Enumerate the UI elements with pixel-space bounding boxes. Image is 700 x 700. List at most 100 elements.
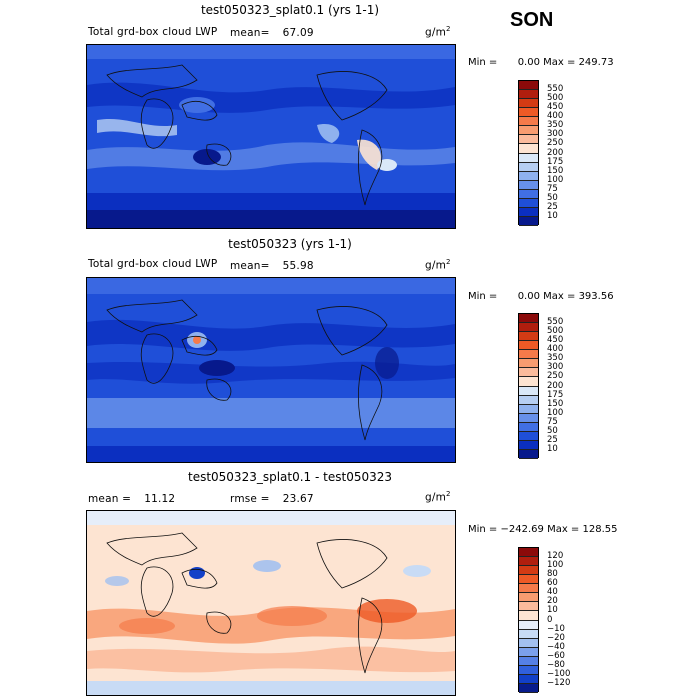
colorbar-tick-label: 120: [547, 551, 564, 562]
panel1-mean-label: mean=: [230, 27, 270, 39]
colorbar-swatch: [519, 620, 538, 630]
colorbar-tick-label: 10: [547, 443, 558, 454]
colorbar-swatch: [519, 404, 538, 414]
colorbar-swatch: [519, 377, 538, 387]
panel1-mean-value: 67.09: [282, 27, 314, 39]
panel1-units: g/m2: [425, 25, 451, 39]
colorbar-swatch: [519, 665, 538, 675]
colorbar-tick-label: 150: [547, 165, 564, 176]
panel2-mean: mean= 55.98: [230, 260, 314, 272]
colorbar-tick-label: −20: [547, 632, 565, 643]
colorbar-tick-label: 250: [547, 138, 564, 149]
colorbar-swatch: [519, 153, 538, 163]
colorbar-tick-label: 200: [547, 380, 564, 391]
colorbar-swatch: [519, 449, 538, 459]
colorbar-swatch: [519, 314, 538, 324]
colorbar-tick-label: 300: [547, 129, 564, 140]
colorbar-swatch: [519, 656, 538, 666]
colorbar-swatch: [519, 341, 538, 351]
colorbar-tick-label: 300: [547, 362, 564, 373]
colorbar-tick-label: 175: [547, 389, 564, 400]
colorbar-swatch: [519, 584, 538, 594]
colorbar-swatch: [519, 557, 538, 567]
panel2-colorbar: [518, 313, 539, 459]
panel3-units-text: g/m: [425, 491, 447, 504]
colorbar-tick-label: 0: [547, 614, 553, 625]
panel1-min-value: 0.00: [517, 57, 540, 68]
panel3-mean: mean = 11.12: [88, 493, 175, 505]
colorbar-swatch: [519, 323, 538, 333]
panel3-units: g/m2: [425, 490, 451, 504]
colorbar-swatch: [519, 611, 538, 621]
colorbar-tick-label: 100: [547, 174, 564, 185]
colorbar-swatch: [519, 332, 538, 342]
panel2-mean-label: mean=: [230, 260, 270, 272]
colorbar-swatch: [519, 162, 538, 172]
panel2-units-text: g/m: [425, 259, 447, 272]
colorbar-tick-label: 500: [547, 93, 564, 104]
colorbar-swatch: [519, 207, 538, 217]
colorbar-swatch: [519, 117, 538, 127]
colorbar-swatch: [519, 413, 538, 423]
colorbar-tick-label: 75: [547, 416, 558, 427]
colorbar-swatch: [519, 566, 538, 576]
colorbar-swatch: [519, 126, 538, 136]
panel3-max-value: 128.55: [582, 524, 618, 535]
colorbar-swatch: [519, 216, 538, 226]
panel1-map-svg: [87, 45, 455, 228]
colorbar-tick-label: 75: [547, 183, 558, 194]
colorbar-tick-label: 50: [547, 425, 558, 436]
panel3-rmse-value: 23.67: [282, 493, 314, 505]
colorbar-tick-label: 350: [547, 353, 564, 364]
panel1-units-exp: 2: [446, 25, 451, 33]
colorbar-swatch: [519, 135, 538, 145]
panel1-map: [86, 44, 456, 229]
panel2-minmax: Min = 0.00 Max = 393.56: [468, 291, 614, 302]
colorbar-tick-label: 250: [547, 371, 564, 382]
colorbar-tick-label: 550: [547, 317, 564, 328]
colorbar-swatch: [519, 359, 538, 369]
colorbar-tick-label: −40: [547, 641, 565, 652]
panel3-min-label: Min =: [468, 524, 498, 535]
panel3-title: test050323_splat0.1 - test050323: [187, 470, 392, 484]
colorbar-tick-label: 60: [547, 578, 558, 589]
colorbar-swatch: [519, 647, 538, 657]
panel1-field-label: Total grd-box cloud LWP: [88, 26, 218, 38]
colorbar-tick-label: 175: [547, 156, 564, 167]
colorbar-swatch: [519, 81, 538, 91]
colorbar-tick-label: 25: [547, 434, 558, 445]
panel3-colorbar-ticks: 120 100 80 60 40 20 10 0 −10 −20 −40 −60 −80 −100 −120: [547, 547, 587, 692]
panel2-units-exp: 2: [446, 258, 451, 266]
colorbar-tick-label: 400: [547, 111, 564, 122]
panel2-field-label: Total grd-box cloud LWP: [88, 258, 218, 270]
panel3-map-svg: [87, 511, 455, 695]
colorbar-swatch: [519, 629, 538, 639]
colorbar-tick-label: −60: [547, 650, 565, 661]
colorbar-tick-label: −100: [547, 668, 571, 679]
panel2-map-svg: [87, 278, 455, 462]
colorbar-swatch: [519, 171, 538, 181]
colorbar-swatch: [519, 638, 538, 648]
colorbar-swatch: [519, 575, 538, 585]
colorbar-tick-label: 150: [547, 398, 564, 409]
panel1-max-value: 249.73: [578, 57, 614, 68]
panel2-max-value: 393.56: [578, 291, 614, 302]
panel3-max-label: Max =: [547, 524, 580, 535]
panel3-mean-label: mean =: [88, 493, 132, 505]
colorbar-tick-label: 100: [547, 407, 564, 418]
season-label: SON: [510, 9, 554, 31]
panel2-mean-value: 55.98: [282, 260, 314, 272]
colorbar-tick-label: 10: [547, 605, 558, 616]
colorbar-swatch: [519, 440, 538, 450]
panel3-mean-value: 11.12: [144, 493, 176, 505]
colorbar-swatch: [519, 350, 538, 360]
colorbar-swatch: [519, 144, 538, 154]
panel2-colorbar-ticks: 550 500 450 400 350 300 250 200 175 150 100 75 50 25 1…: [547, 313, 587, 458]
colorbar-swatch: [519, 90, 538, 100]
panel1-min-label: Min =: [468, 57, 498, 68]
colorbar-tick-label: 400: [547, 344, 564, 355]
panel3-colorbar: [518, 547, 539, 693]
colorbar-tick-label: 500: [547, 326, 564, 337]
colorbar-tick-label: 200: [547, 147, 564, 158]
colorbar-swatch: [519, 548, 538, 558]
